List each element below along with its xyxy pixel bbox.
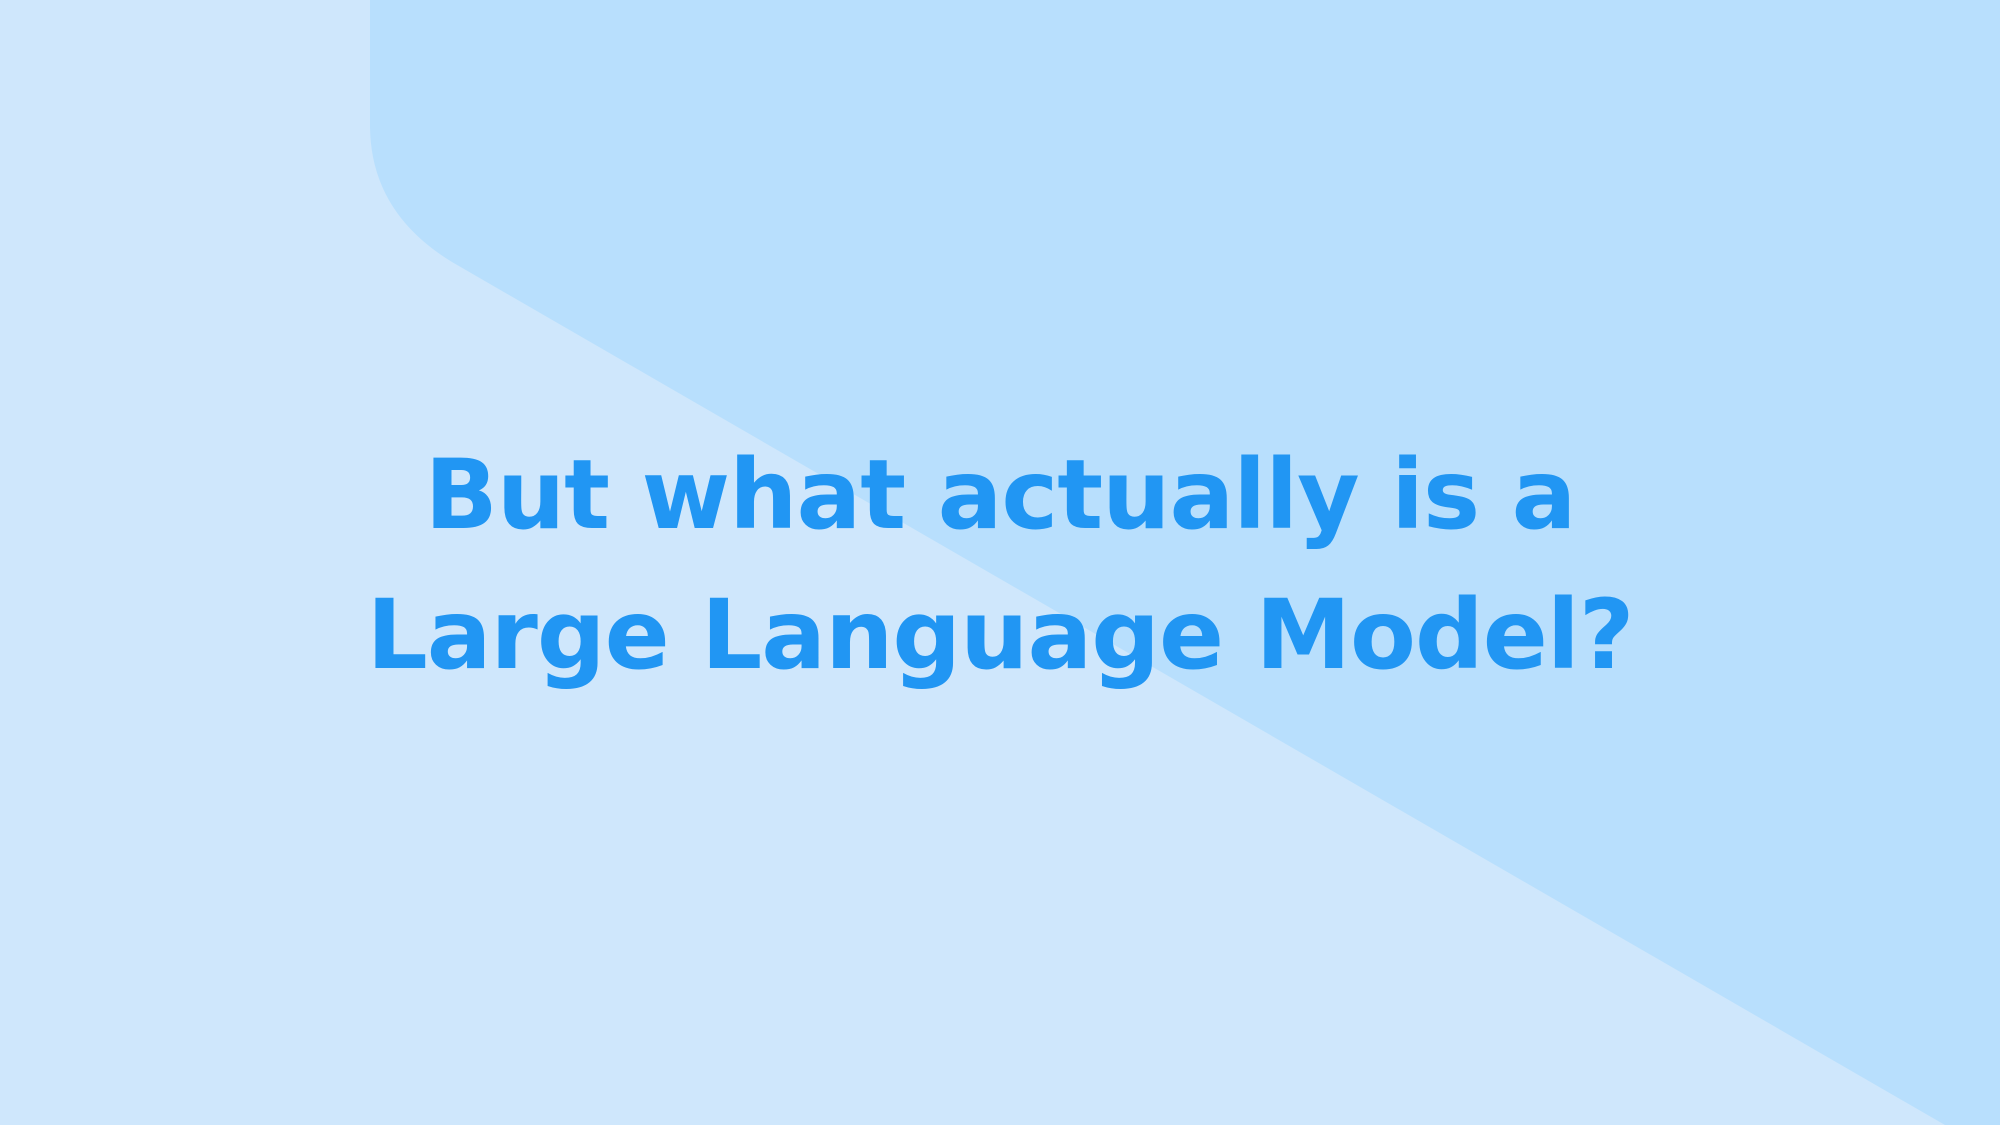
slide-title-line-1: But what actually is a [424, 439, 1577, 551]
slide-title: But what actually is a Large Language Mo… [0, 425, 2000, 705]
slide-title-line-2: Large Language Model? [366, 579, 1635, 691]
